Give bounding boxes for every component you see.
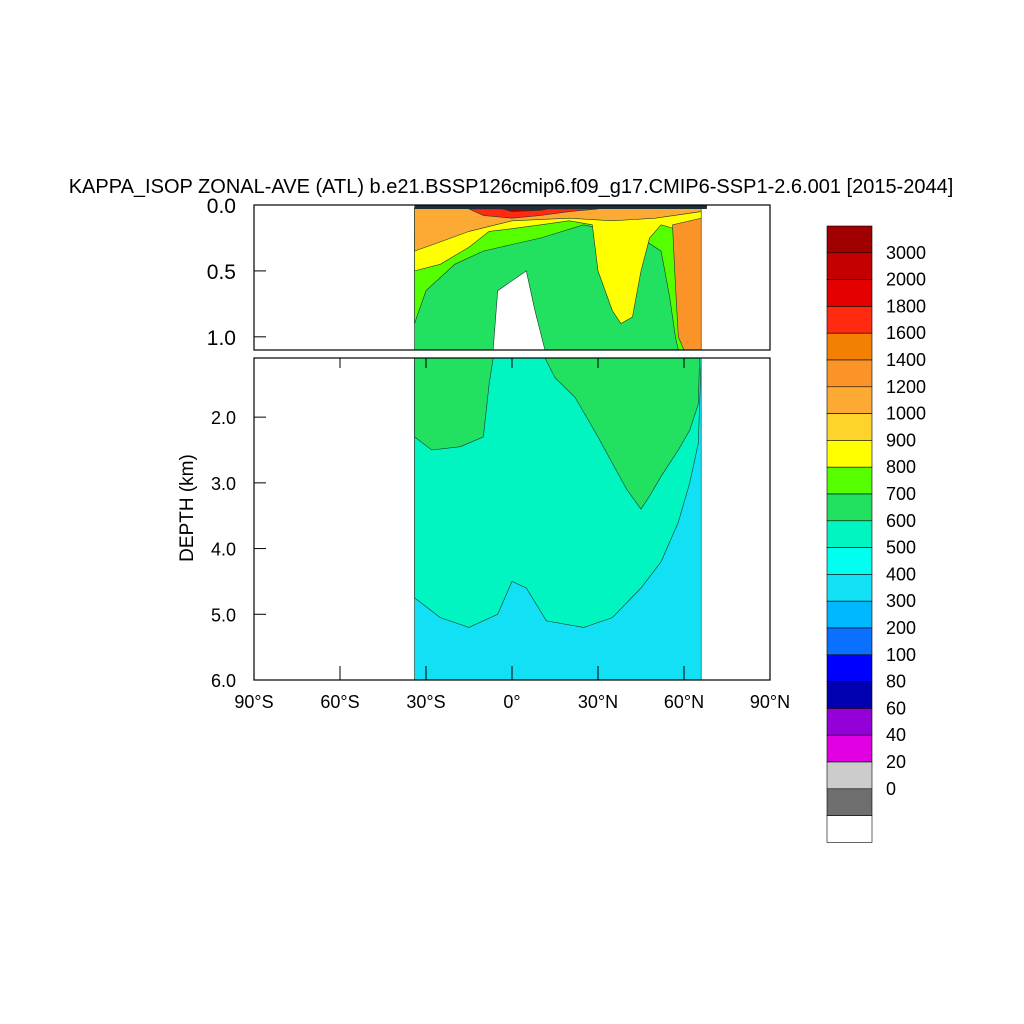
field-band-lower-600 bbox=[414, 358, 700, 510]
colorbar-label: 60 bbox=[886, 698, 906, 718]
colorbar-label: 2000 bbox=[886, 270, 926, 290]
y-tick-label: 5.0 bbox=[211, 605, 236, 625]
y-tick-label: 0.5 bbox=[207, 261, 236, 284]
y-tick-label: 0.0 bbox=[207, 195, 236, 218]
colorbar-box bbox=[826, 708, 873, 736]
colorbar-box bbox=[826, 359, 873, 388]
colorbar-box bbox=[826, 574, 873, 602]
colorbar-label: 3000 bbox=[886, 243, 926, 263]
colorbar-label: 40 bbox=[886, 725, 906, 745]
colorbar-label: 1000 bbox=[886, 404, 926, 424]
colorbar: 3000200018001600140012001000900800700600… bbox=[826, 225, 926, 843]
colorbar-box bbox=[826, 493, 873, 522]
x-tick-label: 90°N bbox=[750, 692, 790, 712]
colorbar-box bbox=[826, 627, 873, 656]
colorbar-box bbox=[826, 600, 873, 629]
colorbar-label: 20 bbox=[886, 752, 906, 772]
colorbar-box bbox=[826, 681, 873, 709]
colorbar-box bbox=[826, 734, 873, 763]
x-tick-label: 60°S bbox=[320, 692, 359, 712]
colorbar-box bbox=[826, 466, 873, 495]
colorbar-label: 800 bbox=[886, 457, 916, 477]
colorbar-label: 600 bbox=[886, 511, 916, 531]
colorbar-box bbox=[826, 815, 873, 843]
y-tick-label: 2.0 bbox=[211, 408, 236, 428]
colorbar-label: 1800 bbox=[886, 296, 926, 316]
colorbar-label: 0 bbox=[886, 779, 896, 799]
y-axis-label: DEPTH (km) bbox=[177, 454, 198, 562]
x-tick-label: 90°S bbox=[234, 692, 273, 712]
field-band-upper-1400 bbox=[672, 217, 702, 350]
axes: 90°S 60°S 30°S 0° 30°N 60°N 90°N 0.0 0.5 1.0 2.0 3.… bbox=[207, 195, 790, 712]
colorbar-label: 400 bbox=[886, 564, 916, 584]
colorbar-box bbox=[826, 440, 873, 468]
upper-panel-field bbox=[414, 205, 707, 350]
colorbar-box bbox=[826, 306, 873, 334]
y-tick-label: 6.0 bbox=[211, 671, 236, 691]
colorbar-box bbox=[826, 761, 873, 790]
colorbar-box bbox=[826, 386, 873, 414]
colorbar-label: 200 bbox=[886, 618, 916, 638]
upper-panel-frame bbox=[253, 204, 771, 351]
colorbar-box bbox=[826, 788, 873, 816]
x-tick-label: 30°S bbox=[406, 692, 445, 712]
lower-panel-field bbox=[414, 358, 702, 680]
colorbar-label: 80 bbox=[886, 672, 906, 692]
y-tick-label: 4.0 bbox=[211, 540, 236, 560]
x-tick-label: 0° bbox=[503, 692, 520, 712]
colorbar-label: 300 bbox=[886, 591, 916, 611]
chart-title: KAPPA_ISOP ZONAL-AVE (ATL) b.e21.BSSP126… bbox=[69, 176, 954, 198]
colorbar-box bbox=[826, 252, 873, 280]
colorbar-box bbox=[826, 654, 873, 682]
x-tick-label: 60°N bbox=[664, 692, 704, 712]
colorbar-label: 500 bbox=[886, 538, 916, 558]
colorbar-label: 1400 bbox=[886, 350, 926, 370]
y-tick-label: 3.0 bbox=[211, 474, 236, 494]
colorbar-label: 900 bbox=[886, 430, 916, 450]
colorbar-box bbox=[826, 413, 873, 441]
colorbar-label: 1200 bbox=[886, 377, 926, 397]
colorbar-label: 700 bbox=[886, 484, 916, 504]
colorbar-box bbox=[826, 332, 873, 361]
colorbar-box bbox=[826, 547, 873, 575]
colorbar-label: 100 bbox=[886, 645, 916, 665]
colorbar-box bbox=[826, 225, 873, 254]
colorbar-box bbox=[826, 279, 873, 307]
surface-layer bbox=[414, 205, 707, 209]
colorbar-box bbox=[826, 520, 873, 548]
x-tick-label: 30°N bbox=[578, 692, 618, 712]
y-tick-label: 1.0 bbox=[207, 327, 236, 350]
colorbar-label: 1600 bbox=[886, 323, 926, 343]
